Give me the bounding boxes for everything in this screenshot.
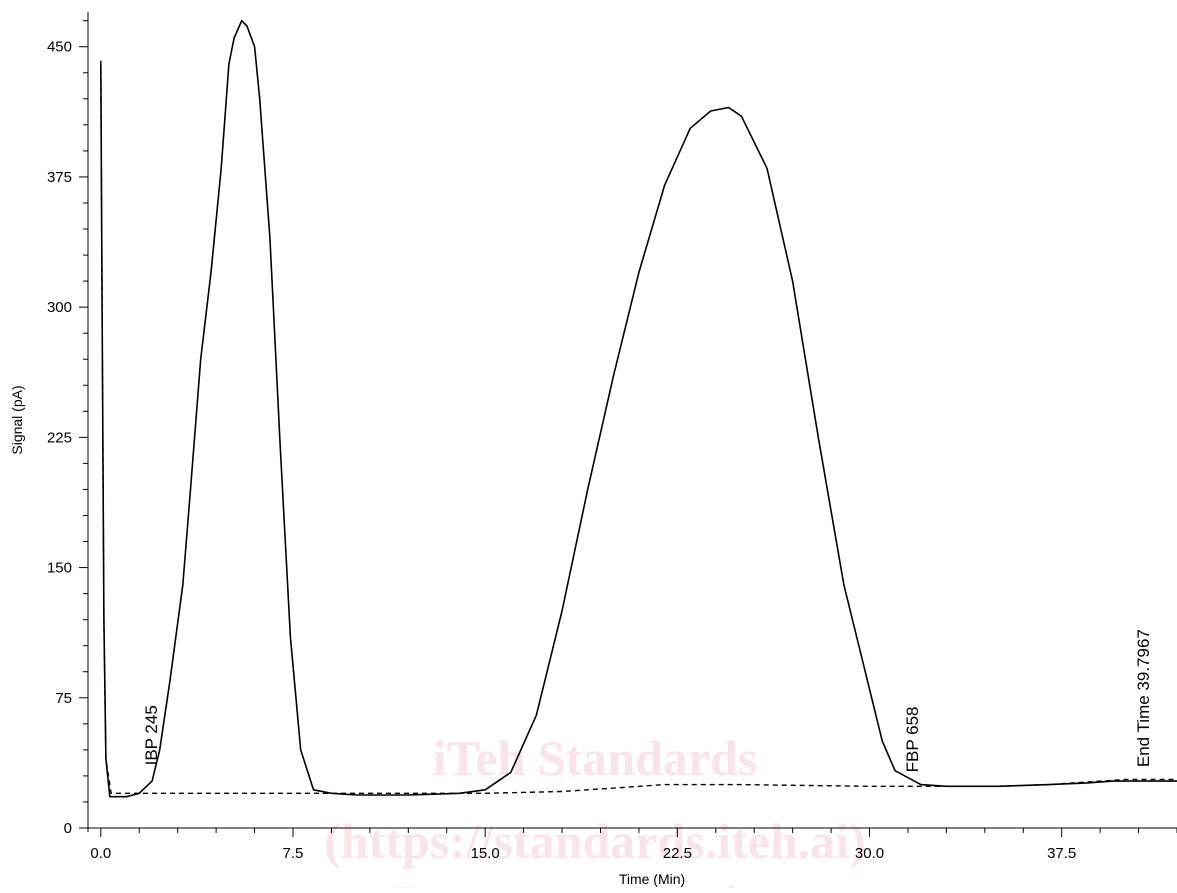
series-line-dashed: [100, 60, 1177, 794]
y-tick-label: 75: [55, 690, 72, 707]
watermark: iTeh Standards (https://standards.iteh.a…: [324, 730, 866, 893]
x-tick-label: 22.5: [663, 845, 692, 862]
y-tick-label: 450: [47, 39, 72, 56]
y-axis-title: Signal (pA): [9, 385, 25, 454]
annotation-label: FBP 658: [903, 706, 922, 772]
annotation-label: End Time 39.7967: [1134, 629, 1153, 767]
annotation-label: IBP 245: [142, 705, 161, 765]
series-line-solid: [100, 19, 1177, 798]
y-tick-label: 375: [47, 169, 72, 186]
y-tick-label: 225: [47, 429, 72, 446]
x-tick-label: 0.0: [90, 845, 111, 862]
y-tick-label: 0: [64, 820, 72, 837]
axes: 0.0 7.5 15.0 22.5 30.0 37.5 0 75 150 225 300 375 450: [47, 12, 1177, 862]
y-tick-label: 150: [47, 560, 72, 577]
x-tick-label: 37.5: [1047, 845, 1076, 862]
y-tick-label: 300: [47, 299, 72, 316]
watermark-line-2: (https://standards.iteh.ai): [324, 813, 866, 869]
watermark-line-3: Document Preview: [393, 875, 796, 888]
x-tick-label: 7.5: [283, 845, 304, 862]
x-axis-title: Time (Min): [619, 871, 685, 887]
watermark-line-1: iTeh Standards: [433, 730, 758, 786]
annotations: IBP 245 FBP 658 End Time 39.7967: [142, 629, 1153, 772]
series-layer: [100, 19, 1177, 798]
x-tick-label: 30.0: [855, 845, 884, 862]
x-tick-label: 15.0: [471, 845, 500, 862]
